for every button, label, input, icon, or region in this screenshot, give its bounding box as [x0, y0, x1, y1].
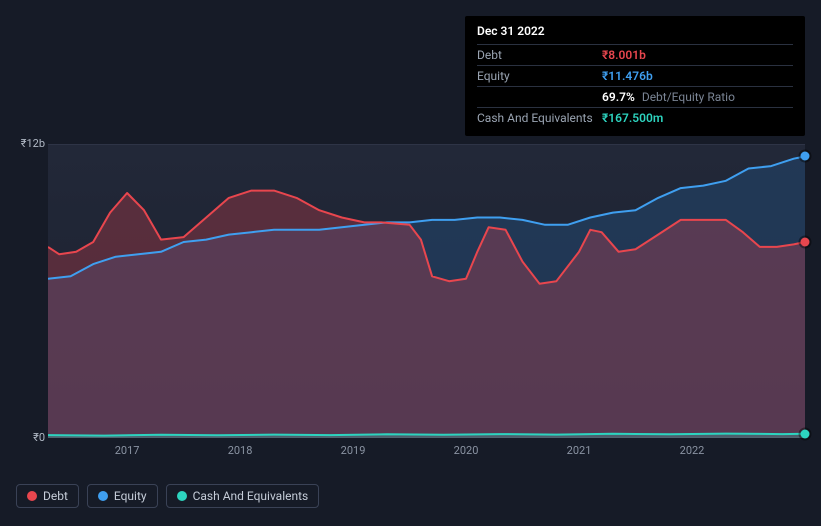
legend-swatch — [177, 491, 187, 501]
x-axis-tick: 2020 — [454, 444, 479, 457]
y-axis-label: ₹12b — [21, 137, 45, 150]
legend-label: Debt — [43, 489, 68, 503]
x-axis-tick: 2021 — [567, 444, 592, 457]
tooltip-value: ₹11.476b — [602, 69, 653, 83]
series-end-marker — [801, 152, 810, 161]
chart-plot-area[interactable] — [48, 144, 805, 438]
tooltip-value: ₹8.001b — [602, 48, 646, 62]
tooltip-label — [477, 90, 602, 104]
x-axis-tick: 2022 — [680, 444, 705, 457]
legend-swatch — [27, 491, 37, 501]
legend-swatch — [98, 491, 108, 501]
tooltip-row: Equity₹11.476b — [477, 65, 793, 86]
chart-legend: Debt Equity Cash And Equivalents — [16, 484, 319, 508]
tooltip-row: 69.7% Debt/Equity Ratio — [477, 86, 793, 107]
tooltip-label: Cash And Equivalents — [477, 111, 602, 125]
x-axis-tick: 2017 — [115, 444, 140, 457]
tooltip-label: Equity — [477, 69, 602, 83]
tooltip-date: Dec 31 2022 — [477, 24, 793, 44]
legend-item-cash-and-equivalents[interactable]: Cash And Equivalents — [166, 484, 320, 508]
legend-item-equity[interactable]: Equity — [87, 484, 158, 508]
tooltip-value: ₹167.500m — [602, 111, 663, 125]
tooltip-ratio-label: Debt/Equity Ratio — [639, 90, 735, 104]
legend-item-debt[interactable]: Debt — [16, 484, 79, 508]
y-axis-label: ₹0 — [33, 431, 45, 444]
series-end-marker — [801, 429, 810, 438]
x-axis: 2017 2018 2019 2020 2021 2022 — [48, 444, 805, 464]
legend-label: Cash And Equivalents — [193, 489, 309, 503]
legend-label: Equity — [114, 489, 147, 503]
debt-equity-chart: ₹12b ₹0 2017 2018 2019 2020 2021 2022 — [16, 124, 805, 464]
tooltip-label: Debt — [477, 48, 602, 62]
tooltip-ratio: 69.7% Debt/Equity Ratio — [602, 90, 735, 104]
tooltip-ratio-value: 69.7% — [602, 90, 635, 104]
x-axis-tick: 2019 — [341, 444, 366, 457]
chart-tooltip: Dec 31 2022 Debt₹8.001bEquity₹11.476b69.… — [465, 16, 805, 136]
chart-svg — [48, 144, 805, 438]
series-end-marker — [801, 238, 810, 247]
x-axis-tick: 2018 — [228, 444, 253, 457]
tooltip-row: Debt₹8.001b — [477, 44, 793, 65]
